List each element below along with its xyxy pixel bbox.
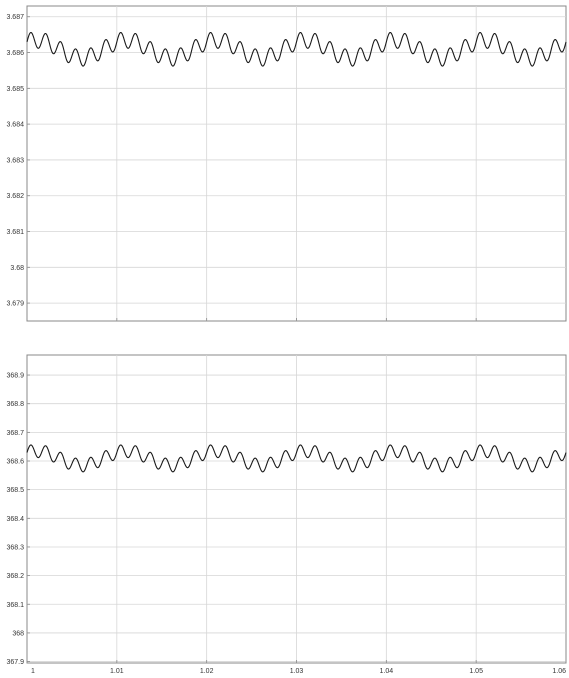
x-tick-label: 1.02 (200, 668, 214, 675)
series-line (26, 444, 567, 473)
x-tick-label: 1 (31, 668, 35, 675)
y-tick-label: 3.686 (6, 50, 24, 57)
y-tick-label: 3.685 (6, 86, 24, 93)
y-tick-label: 368 (12, 630, 24, 637)
x-tick-label: 1.04 (380, 668, 394, 675)
y-tick-label: 3.679 (6, 301, 24, 308)
y-tick-label: 368.9 (6, 373, 24, 380)
chart-panel-2: 367.9 368 368.1 368.2 368.3 368.4 368.5 368.6 36… (6, 354, 567, 675)
x-tick-label: 1.03 (290, 668, 304, 675)
y-tick-label: 3.681 (6, 229, 24, 236)
series-line (26, 31, 567, 67)
chart-panel-1: 3.679 3.68 3.681 3.682 3.683 3.684 3.685 3.686 3… (6, 5, 567, 322)
y-tick-label: 3.684 (6, 122, 24, 129)
y-tick-label: 368.5 (6, 487, 24, 494)
y-tick-label: 367.9 (6, 659, 24, 666)
y-tick-label: 368.4 (6, 516, 24, 523)
x-tick-label: 1.06 (552, 668, 566, 675)
y-tick-label: 3.687 (6, 14, 24, 21)
y-tick-label: 3.683 (6, 157, 24, 164)
y-tick-label: 368.8 (6, 401, 24, 408)
y-tick-label: 368.6 (6, 459, 24, 466)
y-tick-label: 3.682 (6, 193, 24, 200)
y-tick-label: 368.7 (6, 430, 24, 437)
y-tick-label: 368.1 (6, 602, 24, 609)
x-tick-label: 1.05 (469, 668, 483, 675)
y-tick-label: 368.2 (6, 573, 24, 580)
y-tick-label: 368.3 (6, 544, 24, 551)
y-tick-label: 3.68 (10, 265, 24, 272)
x-tick-label: 1.01 (110, 668, 124, 675)
